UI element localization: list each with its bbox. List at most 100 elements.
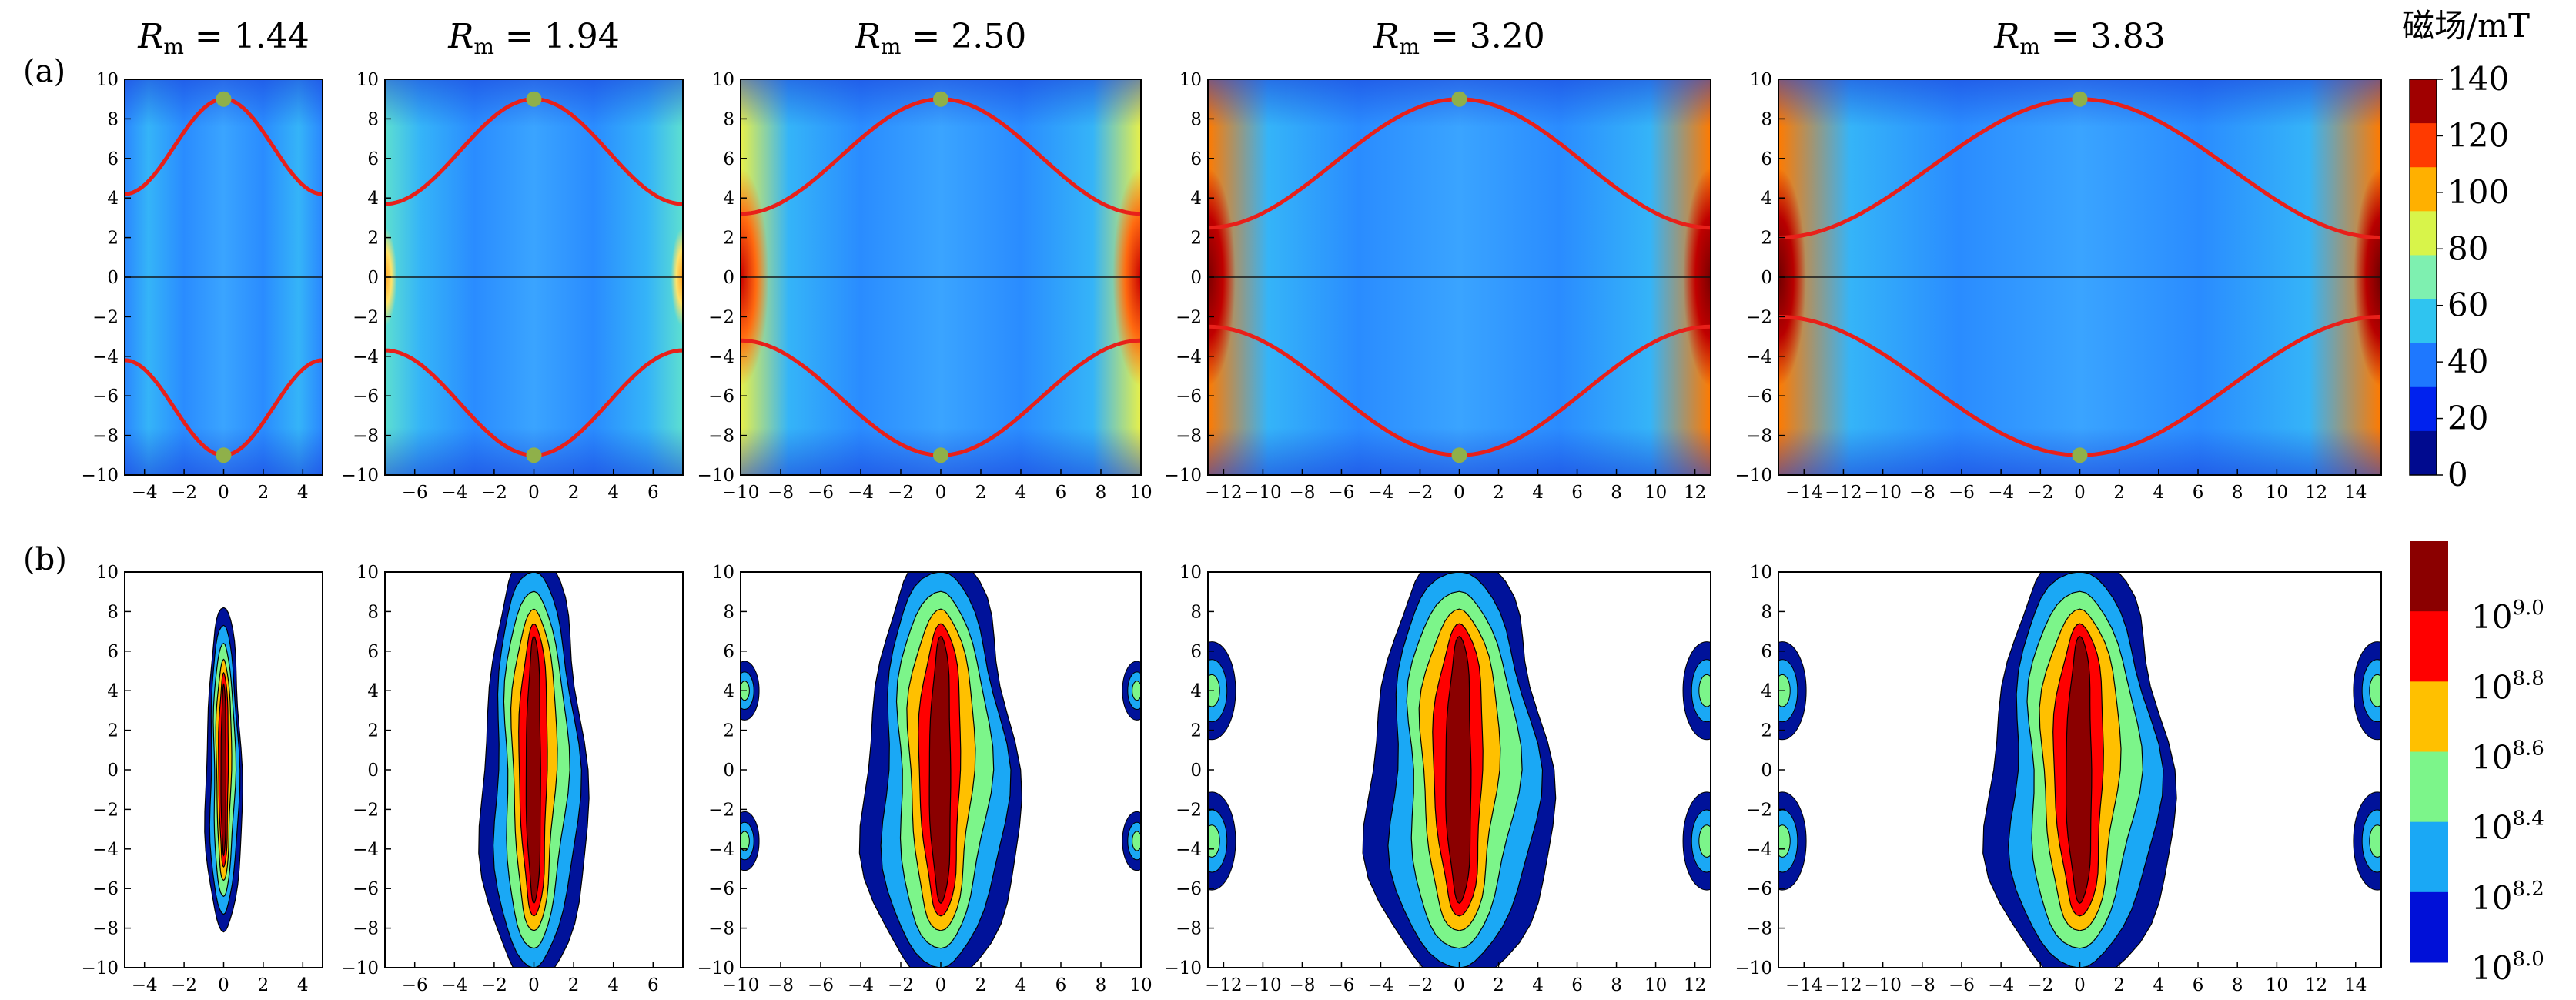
panel-b-5-ytick-label: −10 — [1735, 958, 1772, 978]
panel-a-5-xtick-label: −4 — [1988, 483, 2014, 503]
panel-a-4-ytick-label: 6 — [1190, 149, 1202, 169]
panel-b-1-ytick-label: −6 — [92, 879, 119, 899]
panel-b-4-xtick-label: 8 — [1611, 975, 1622, 995]
panel-a-1-coil-marker — [216, 91, 232, 107]
panel-a-3-xtick-label: 10 — [1129, 483, 1152, 503]
panel-b-3-ytick-label: −8 — [708, 919, 734, 939]
colorbar-a-tick-label: 40 — [2447, 343, 2488, 380]
panel-a-1: −4 −2 0 2 4 −10 −8 −6 −4 −2 0 2 4 6 8 10 Rm = 1.44 — [81, 17, 323, 503]
panel-a-1-ytick-label: 10 — [96, 70, 119, 90]
colorbar-a-tick-label: 20 — [2447, 400, 2488, 437]
panel-b-4-xtick-label: 2 — [1493, 975, 1504, 995]
panel-a-2-coil-marker — [526, 91, 542, 107]
panel-a-3-ytick-label: −6 — [708, 386, 734, 406]
colorbar-a-tick-label: 100 — [2447, 173, 2509, 211]
panel-b-4-xtick-label: 0 — [1454, 975, 1465, 995]
panel-a-4-ytick-label: 4 — [1190, 189, 1202, 209]
panel-b-2-ytick-label: 8 — [367, 602, 379, 622]
panel-a-2-xtick-label: 4 — [607, 483, 619, 503]
panel-a-4-xtick-label: 12 — [1684, 483, 1706, 503]
panel-b-1-ytick-label: 6 — [107, 642, 119, 662]
panel-b-3-xtick-label: 4 — [1015, 975, 1027, 995]
panel-b-4-xtick-label: −2 — [1407, 975, 1434, 995]
panel-a-5-ytick-label: −10 — [1735, 466, 1772, 486]
panel-b-1-ytick-label: 8 — [107, 602, 119, 622]
panel-a-1-xtick-label: −2 — [171, 483, 197, 503]
panel-b-5-ytick-label: 8 — [1761, 602, 1772, 622]
panel-a-4-xtick-label: 10 — [1644, 483, 1667, 503]
panel-b-2-ytick-label: 2 — [367, 721, 379, 741]
panel-b-2-ytick-label: −8 — [353, 919, 379, 939]
panel-a-3-ytick-label: 0 — [723, 268, 734, 288]
panel-b-1-xtick-label: 4 — [297, 975, 309, 995]
panel-a-1-xtick-label: 4 — [297, 483, 309, 503]
panel-b-5-xtick-label: 0 — [2074, 975, 2086, 995]
panel-b-5-xtick-label: 2 — [2113, 975, 2125, 995]
panel-b-5-xtick-label: −4 — [1988, 975, 2014, 995]
panel-a-1-ytick-label: −6 — [92, 386, 119, 406]
panel-b-2-xtick-label: 4 — [607, 975, 619, 995]
panel-a-1-ytick-label: −2 — [92, 307, 119, 327]
panel-a-3-xtick-label: 0 — [935, 483, 947, 503]
panel-a-5-ytick-label: −6 — [1746, 386, 1772, 406]
panel-a-2-ytick-label: 0 — [367, 268, 379, 288]
panel-a-1-ytick-label: 6 — [107, 149, 119, 169]
panel-b-1-xtick-label: 2 — [258, 975, 269, 995]
panel-a-5-xtick-label: 2 — [2113, 483, 2125, 503]
panel-a-1-ytick-label: −8 — [92, 426, 119, 446]
colorbar-a-band — [2410, 255, 2437, 300]
panel-b-2-ytick-label: −6 — [353, 879, 379, 899]
panel-b-4-xtick-label: 6 — [1571, 975, 1583, 995]
panel-b-2-ytick-label: −10 — [341, 958, 379, 978]
colorbar-b: 109.0 108.8 108.6 108.4 108.2 108.0 — [2410, 541, 2544, 987]
panel-b-5-xtick-label: 10 — [2266, 975, 2288, 995]
panel-b-3-xtick-label: 0 — [935, 975, 947, 995]
panel-b-3-ytick-label: 10 — [712, 563, 734, 583]
panel-b-1-ytick-label: −10 — [81, 958, 119, 978]
panel-a-5-coil-marker — [2072, 447, 2088, 463]
panel-b-4-cusp-lobe — [1698, 824, 1711, 858]
colorbar-a-tick-label: 80 — [2447, 229, 2488, 267]
panel-b-5-xtick-label: 14 — [2344, 975, 2367, 995]
panel-a-2-ytick-label: −8 — [353, 426, 379, 446]
panel-b-1-ytick-label: −4 — [92, 840, 119, 860]
panel-b-1-xtick-label: −2 — [171, 975, 197, 995]
panel-a-5-xtick-label: 12 — [2305, 483, 2327, 503]
panel-b-5-xtick-label: −14 — [1785, 975, 1823, 995]
panel-a-1-ytick-label: −10 — [81, 466, 119, 486]
panel-b-3-xtick-label: 10 — [1129, 975, 1152, 995]
panel-a-3-ytick-label: 10 — [712, 70, 734, 90]
panel-b-3-ytick-label: −10 — [697, 958, 734, 978]
panel-a-3-ytick-label: 6 — [723, 149, 734, 169]
panel-a-2-coil-marker — [526, 447, 542, 463]
panel-a-3-ytick-label: −10 — [697, 466, 734, 486]
panel-b-3-ytick-label: 8 — [723, 602, 734, 622]
panel-a-3-ytick-label: 2 — [723, 229, 734, 249]
panel-b-2-xtick-label: 0 — [528, 975, 540, 995]
colorbar-b-tick-label: 108.0 — [2471, 948, 2544, 987]
panel-b-4-density-contour — [1445, 635, 1472, 905]
panel-a-5-xtick-label: −14 — [1785, 483, 1823, 503]
panel-b-3-xtick-label: −2 — [888, 975, 914, 995]
panel-b-5-cusp-lobe — [1778, 824, 1791, 858]
panel-a-2-title: Rm = 1.94 — [447, 17, 620, 59]
panel-b-2-ytick-label: 6 — [367, 642, 379, 662]
panel-a-3-coil-marker — [933, 447, 948, 463]
panel-a-2-xtick-label: 0 — [528, 483, 540, 503]
panel-b-2-xtick-label: −2 — [481, 975, 507, 995]
panel-a-2-ytick-label: −2 — [353, 307, 379, 327]
panel-a-1-xtick-label: −4 — [132, 483, 158, 503]
panel-b-2-density-contour — [525, 635, 541, 905]
panel-a-3-xtick-label: 2 — [975, 483, 987, 503]
panel-b-5: −14 −12 −10 −8 −6 −4 −2 0 2 4 6 8 10 12 14−10−8−6−4−20… — [1735, 563, 2382, 995]
panel-b-2: −6 −4 −2 0 2 4 6 −10 −8 −6 −4 −2 0 2 4 6 8 10 — [341, 563, 684, 995]
panel-a-1-title: Rm = 1.44 — [137, 17, 309, 59]
panel-a-1-coil-marker — [216, 447, 232, 463]
panel-b-2-ytick-label: −2 — [353, 800, 379, 820]
panel-a-5-xtick-label: 14 — [2344, 483, 2367, 503]
colorbar-a-tick-label: 120 — [2447, 116, 2509, 154]
panel-a-4-ytick-label: 0 — [1190, 268, 1202, 288]
colorbar-a-band — [2410, 123, 2437, 168]
colorbar-a-band — [2410, 299, 2437, 344]
panel-a-3-ytick-label: −8 — [708, 426, 734, 446]
